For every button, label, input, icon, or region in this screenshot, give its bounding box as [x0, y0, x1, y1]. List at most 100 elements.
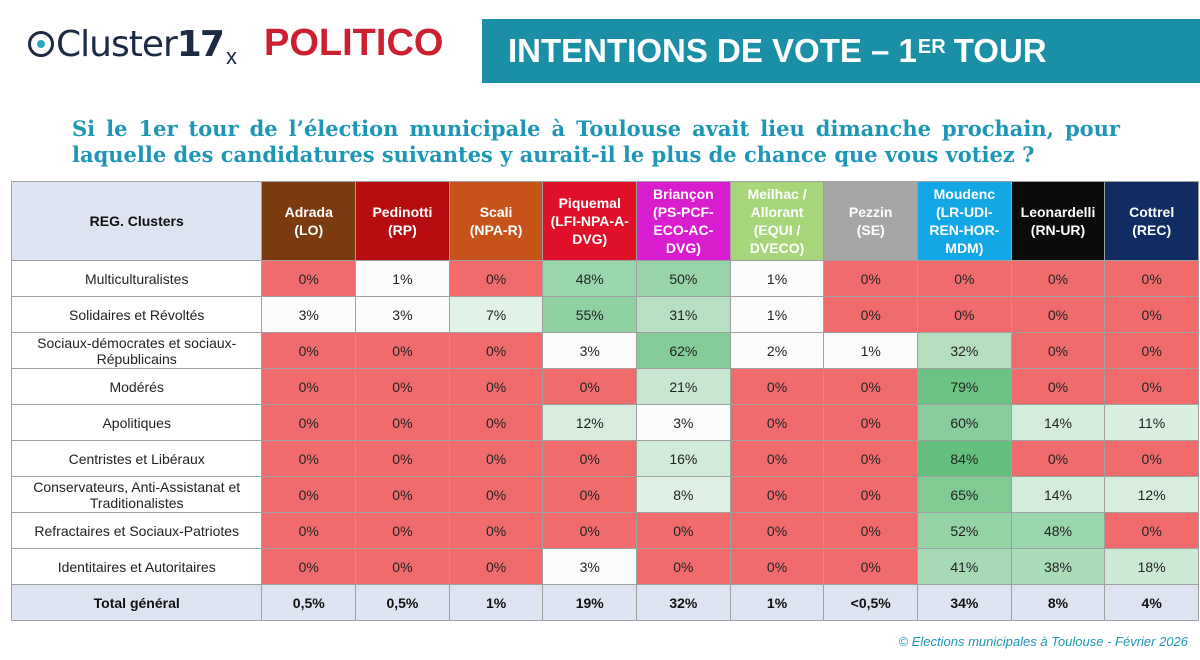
- candidate-header-line: (NPA-R): [469, 222, 523, 238]
- table-row: Apolitiques 0% 0% 0% 12% 3% 0% 0% 60% 14% 11%: [10, 404, 1199, 441]
- cluster-label: Apolitiques: [10, 404, 263, 441]
- vote-intentions-table: REG. Clusters Adrada (LO) Pedinotti (RP) Sca…: [10, 181, 1199, 621]
- candidate-header-line: (LR-UDI-: [935, 204, 993, 220]
- candidate-header: Moudenc (LR-UDI- REN-HOR- MDM): [917, 181, 1012, 261]
- vote-share-cell: 0%: [355, 476, 450, 513]
- vote-share-cell: 0%: [542, 440, 638, 477]
- table-row: Identitaires et Autoritaires 0% 0% 0% 3% 0% 0%…: [10, 548, 1199, 585]
- vote-share-cell: 0%: [636, 548, 731, 585]
- vote-share-cell: 7%: [448, 296, 544, 333]
- vote-share-cell: 0%: [729, 440, 825, 477]
- table-row: Multiculturalistes 0% 1% 0% 48% 50% 1% 0% 0% 0% 0%: [10, 260, 1199, 297]
- candidate-header-line: Leonardelli: [1020, 204, 1096, 220]
- candidate-header: Leonardelli (RN-UR): [1010, 181, 1106, 261]
- candidate-header-line: Pezzin: [848, 204, 893, 220]
- cluster-label-line: Traditionalistes: [89, 494, 184, 511]
- cluster-label-line: Refractaires et Sociaux-Patriotes: [34, 522, 240, 539]
- vote-share-cell: 18%: [1104, 548, 1199, 585]
- total-value-cell: 8%: [1010, 584, 1106, 621]
- vote-share-cell: 0%: [1010, 260, 1106, 297]
- cluster-label-line: Identitaires et Autoritaires: [57, 558, 216, 575]
- vote-share-cell: 48%: [542, 260, 638, 297]
- candidate-header-line: DVECO): [749, 240, 805, 256]
- candidate-header: Pezzin (SE): [823, 181, 919, 261]
- table-row: Centristes et Libéraux 0% 0% 0% 0% 16% 0% 0% 84%…: [10, 440, 1199, 477]
- vote-share-cell: 12%: [1104, 476, 1199, 513]
- vote-share-cell: 0%: [1010, 296, 1106, 333]
- total-value-cell: 19%: [542, 584, 638, 621]
- candidate-header: Pedinotti (RP): [355, 181, 450, 261]
- vote-share-cell: 0%: [542, 476, 638, 513]
- vote-share-cell: 0%: [448, 368, 544, 405]
- candidate-header-line: REN-HOR-: [929, 222, 1000, 238]
- vote-share-cell: 38%: [1010, 548, 1106, 585]
- vote-share-cell: 0%: [261, 548, 357, 585]
- vote-share-cell: 0%: [261, 440, 357, 477]
- cluster-label-line: Républicains: [96, 350, 177, 367]
- vote-share-cell: 0%: [1104, 512, 1199, 549]
- candidate-header: Adrada (LO): [261, 181, 357, 261]
- vote-share-cell: 48%: [1010, 512, 1106, 549]
- vote-share-cell: 0%: [823, 512, 919, 549]
- copyright-footer: © Elections municipales à Toulouse - Fév…: [898, 634, 1188, 649]
- banner-title: INTENTIONS DE VOTE – 1: [508, 32, 917, 69]
- cluster-label-line: Centristes et Libéraux: [68, 450, 205, 467]
- candidate-header-line: Pedinotti: [372, 204, 433, 220]
- cluster-label: Sociaux-démocrates et sociaux- Républicai…: [10, 332, 263, 369]
- candidate-header-line: Allorant: [750, 204, 804, 220]
- candidate-header-line: (PS-PCF-: [653, 204, 714, 220]
- vote-share-cell: 1%: [823, 332, 919, 369]
- cluster-label-line: Sociaux-démocrates et sociaux-: [37, 334, 237, 351]
- total-value-cell: 1%: [448, 584, 544, 621]
- vote-share-cell: 3%: [261, 296, 357, 333]
- candidate-header: Meilhac / Allorant (EQUI / DVECO): [729, 181, 825, 261]
- cluster-label-line: Apolitiques: [102, 414, 171, 431]
- vote-share-cell: 0%: [448, 476, 544, 513]
- vote-share-cell: 0%: [355, 440, 450, 477]
- candidate-header-line: (LFI-NPA-A-: [550, 213, 629, 229]
- vote-share-cell: 0%: [823, 260, 919, 297]
- vote-share-cell: 0%: [261, 260, 357, 297]
- vote-share-cell: 0%: [355, 332, 450, 369]
- brand-separator: x: [226, 44, 237, 69]
- cluster-label: Centristes et Libéraux: [10, 440, 263, 477]
- vote-share-cell: 79%: [917, 368, 1012, 405]
- vote-share-cell: 0%: [729, 368, 825, 405]
- candidate-header-line: (SE): [856, 222, 885, 238]
- vote-share-cell: 12%: [542, 404, 638, 441]
- candidate-header: Cottrel (REC): [1104, 181, 1199, 261]
- candidate-header: Scali (NPA-R): [448, 181, 544, 261]
- vote-share-cell: 0%: [448, 404, 544, 441]
- cluster-label-line: Solidaires et Révoltés: [69, 306, 205, 323]
- vote-share-cell: 0%: [1010, 440, 1106, 477]
- candidate-header-line: Briançon: [653, 186, 714, 202]
- candidate-header: Briançon (PS-PCF- ECO-AC- DVG): [636, 181, 731, 261]
- cluster-label-line: Conservateurs, Anti-Assistanat et: [33, 478, 241, 495]
- vote-share-cell: 21%: [636, 368, 731, 405]
- cluster17-logo: Cluster 17: [28, 22, 225, 66]
- vote-share-cell: 0%: [448, 512, 544, 549]
- vote-share-cell: 8%: [636, 476, 731, 513]
- politico-logo: POLITICO: [264, 22, 444, 64]
- vote-share-cell: 14%: [1010, 476, 1106, 513]
- vote-share-cell: 0%: [448, 260, 544, 297]
- total-value-cell: <0,5%: [823, 584, 919, 621]
- vote-share-cell: 32%: [917, 332, 1012, 369]
- vote-share-cell: 0%: [1010, 332, 1106, 369]
- vote-share-cell: 0%: [636, 512, 731, 549]
- vote-share-cell: 0%: [1010, 368, 1106, 405]
- vote-share-cell: 0%: [823, 548, 919, 585]
- vote-share-cell: 0%: [729, 548, 825, 585]
- survey-question: Si le 1er tour de l’élection municipale …: [72, 116, 1120, 167]
- vote-share-cell: 0%: [1104, 368, 1199, 405]
- vote-share-cell: 1%: [729, 260, 825, 297]
- vote-share-cell: 55%: [542, 296, 638, 333]
- vote-share-cell: 84%: [917, 440, 1012, 477]
- vote-share-cell: 41%: [917, 548, 1012, 585]
- total-value-cell: 34%: [917, 584, 1012, 621]
- candidate-header-line: (REC): [1132, 222, 1172, 238]
- table-row: Solidaires et Révoltés 3% 3% 7% 55% 31% 1% 0% 0%…: [10, 296, 1199, 333]
- candidate-header-line: (LO): [294, 222, 324, 238]
- cluster17-logo-word: Cluster: [56, 23, 178, 65]
- cluster-label: Modérés: [10, 368, 263, 405]
